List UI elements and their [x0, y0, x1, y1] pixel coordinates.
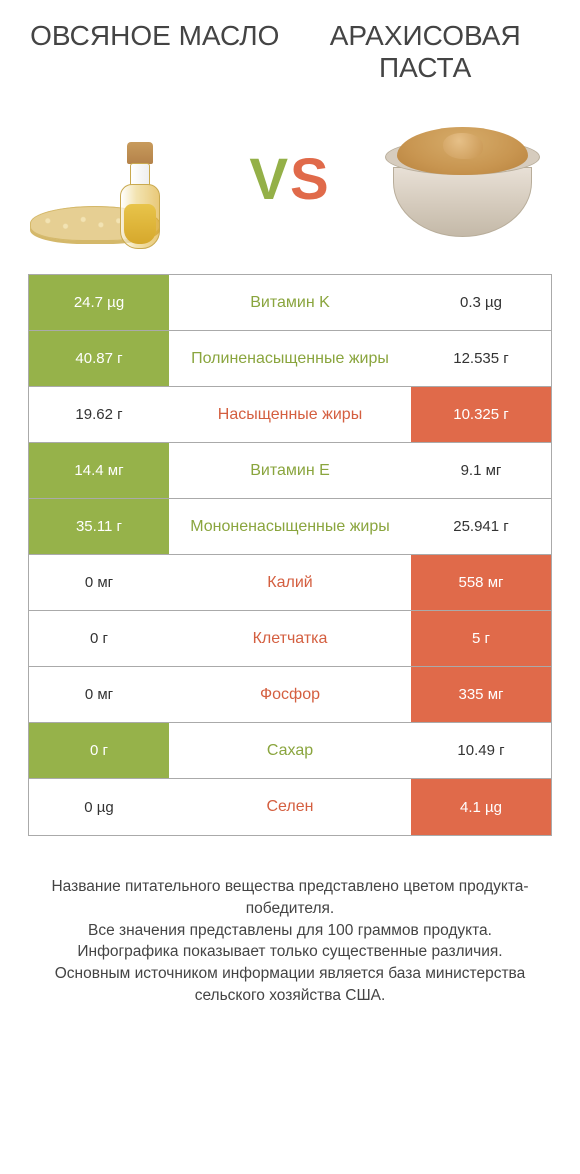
footnote: Название питательного вещества представл…	[30, 876, 550, 1006]
cell-nutrient-label: Калий	[169, 555, 411, 610]
table-row: 35.11 гМононенасыщенные жиры25.941 г	[29, 499, 551, 555]
cell-right-value: 9.1 мг	[411, 443, 551, 498]
cell-left-value: 24.7 µg	[29, 275, 169, 330]
images-row: VS	[0, 94, 580, 274]
cell-nutrient-label: Насыщенные жиры	[169, 387, 411, 442]
cell-right-value: 25.941 г	[411, 499, 551, 554]
cell-nutrient-label: Витамин E	[169, 443, 411, 498]
cell-right-value: 10.49 г	[411, 723, 551, 778]
footnote-line: Инфографика показывает только существенн…	[30, 941, 550, 963]
footnote-line: Все значения представлены для 100 граммо…	[30, 920, 550, 942]
cell-left-value: 14.4 мг	[29, 443, 169, 498]
table-row: 0 гСахар10.49 г	[29, 723, 551, 779]
vs-label: VS	[249, 146, 330, 213]
cell-left-value: 40.87 г	[29, 331, 169, 386]
cell-right-value: 12.535 г	[411, 331, 551, 386]
cell-nutrient-label: Сахар	[169, 723, 411, 778]
cell-left-value: 0 мг	[29, 555, 169, 610]
cell-right-value: 0.3 µg	[411, 275, 551, 330]
cell-right-value: 4.1 µg	[411, 779, 551, 835]
cell-nutrient-label: Клетчатка	[169, 611, 411, 666]
cell-left-value: 0 мг	[29, 667, 169, 722]
cell-nutrient-label: Фосфор	[169, 667, 411, 722]
title-right: АРАХИСОВАЯ ПАСТА	[300, 20, 550, 84]
cell-nutrient-label: Селен	[169, 779, 411, 835]
bowl-icon	[385, 127, 540, 237]
bottle-icon	[112, 149, 167, 249]
cell-left-value: 19.62 г	[29, 387, 169, 442]
cell-nutrient-label: Витамин K	[169, 275, 411, 330]
cell-right-value: 10.325 г	[411, 387, 551, 442]
cell-left-value: 0 µg	[29, 779, 169, 835]
comparison-table: 24.7 µgВитамин K0.3 µg40.87 гПолиненасыщ…	[28, 274, 552, 836]
table-row: 14.4 мгВитамин E9.1 мг	[29, 443, 551, 499]
table-row: 19.62 гНасыщенные жиры10.325 г	[29, 387, 551, 443]
table-row: 40.87 гПолиненасыщенные жиры12.535 г	[29, 331, 551, 387]
footnote-line: Основным источником информации является …	[30, 963, 550, 1006]
header: ОВСЯНОЕ МАСЛО АРАХИСОВАЯ ПАСТА	[0, 0, 580, 94]
cell-nutrient-label: Мононенасыщенные жиры	[169, 499, 411, 554]
footnote-line: Название питательного вещества представл…	[30, 876, 550, 919]
table-row: 0 мгФосфор335 мг	[29, 667, 551, 723]
cell-right-value: 335 мг	[411, 667, 551, 722]
cell-right-value: 5 г	[411, 611, 551, 666]
table-row: 0 гКлетчатка5 г	[29, 611, 551, 667]
table-row: 0 мгКалий558 мг	[29, 555, 551, 611]
table-row: 24.7 µgВитамин K0.3 µg	[29, 275, 551, 331]
cell-nutrient-label: Полиненасыщенные жиры	[169, 331, 411, 386]
vs-v: V	[249, 147, 290, 212]
cell-left-value: 0 г	[29, 723, 169, 778]
cell-left-value: 35.11 г	[29, 499, 169, 554]
peanut-butter-illustration	[375, 109, 550, 249]
title-left: ОВСЯНОЕ МАСЛО	[30, 20, 280, 84]
cell-right-value: 558 мг	[411, 555, 551, 610]
table-row: 0 µgСелен4.1 µg	[29, 779, 551, 835]
oat-oil-illustration	[30, 109, 205, 249]
cell-left-value: 0 г	[29, 611, 169, 666]
vs-s: S	[290, 147, 331, 212]
